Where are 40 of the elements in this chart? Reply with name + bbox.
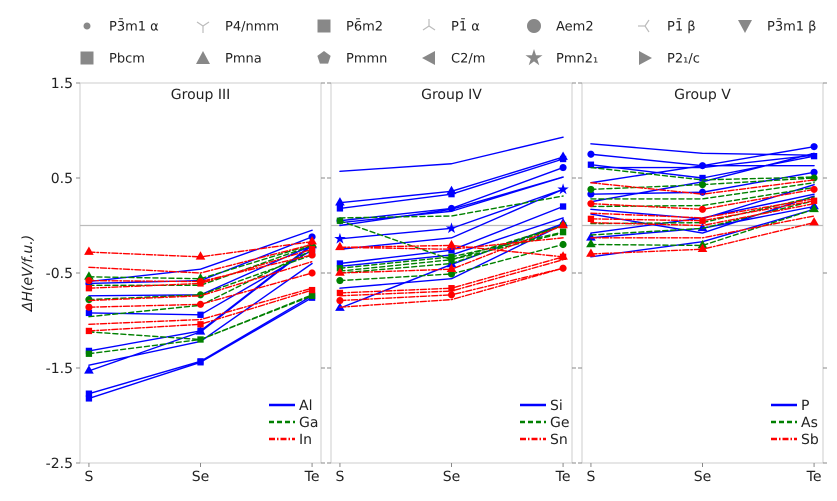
text: Pbcm [109, 52, 145, 67]
chart-title: Group V [674, 87, 732, 103]
text: Aem2 [556, 20, 594, 35]
text: C2/m [451, 52, 486, 67]
x-tick-label: S [335, 469, 344, 485]
legend-label: Ge [550, 414, 570, 431]
x-tick-label: Te [806, 469, 822, 485]
text: P4/nmm [225, 20, 280, 35]
legend-label: Sn [550, 432, 568, 448]
x-tick-label: S [84, 469, 94, 485]
text: Pmna [225, 52, 262, 67]
y-axis-title: ΔH(eV/f.u.) [20, 234, 36, 312]
x-tick-label: Te [554, 469, 570, 485]
text: P1̄ α [451, 18, 480, 35]
x-tick-label: Se [192, 469, 210, 485]
legend-label: Ga [299, 414, 318, 431]
legend-label: As [801, 414, 818, 431]
text: Pmn2₁ [556, 52, 598, 67]
y-tick-label: -2.5 [46, 456, 73, 472]
y-tick-label: 0.5 [50, 170, 73, 187]
text: P1̄ β [667, 18, 696, 35]
text: P2₁/c [667, 52, 700, 67]
legend-label: In [299, 432, 312, 448]
legend-label: Si [550, 398, 563, 414]
x-tick-label: S [586, 469, 596, 485]
x-tick-label: Te [304, 469, 320, 485]
x-tick-label: Se [694, 469, 712, 485]
legend-label: Sb [801, 432, 819, 448]
y-tick-label: -0.5 [46, 266, 73, 282]
chart-title: Group III [170, 87, 230, 103]
legend-label: Al [299, 398, 312, 414]
legend-label: P [801, 398, 810, 414]
text: P3̄m1 β [767, 18, 816, 35]
chart-title: Group IV [421, 87, 482, 103]
y-tick-label: -1.5 [46, 360, 73, 377]
y-tick-label: 1.5 [50, 76, 73, 92]
text: P3̄m1 α [109, 18, 159, 35]
x-tick-label: Se [442, 469, 460, 485]
text: P6̄m2 [346, 18, 384, 35]
text: Pmmn [346, 52, 388, 67]
